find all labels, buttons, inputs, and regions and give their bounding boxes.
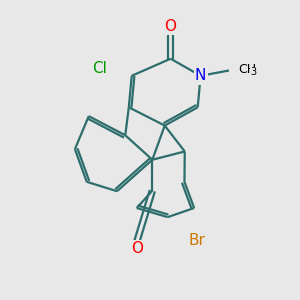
Text: Br: Br [189,233,206,248]
Text: 3: 3 [250,67,256,77]
Text: CH: CH [238,63,256,76]
Text: N: N [195,68,206,83]
Text: Cl: Cl [92,61,107,76]
Text: O: O [131,241,143,256]
Text: O: O [165,19,177,34]
